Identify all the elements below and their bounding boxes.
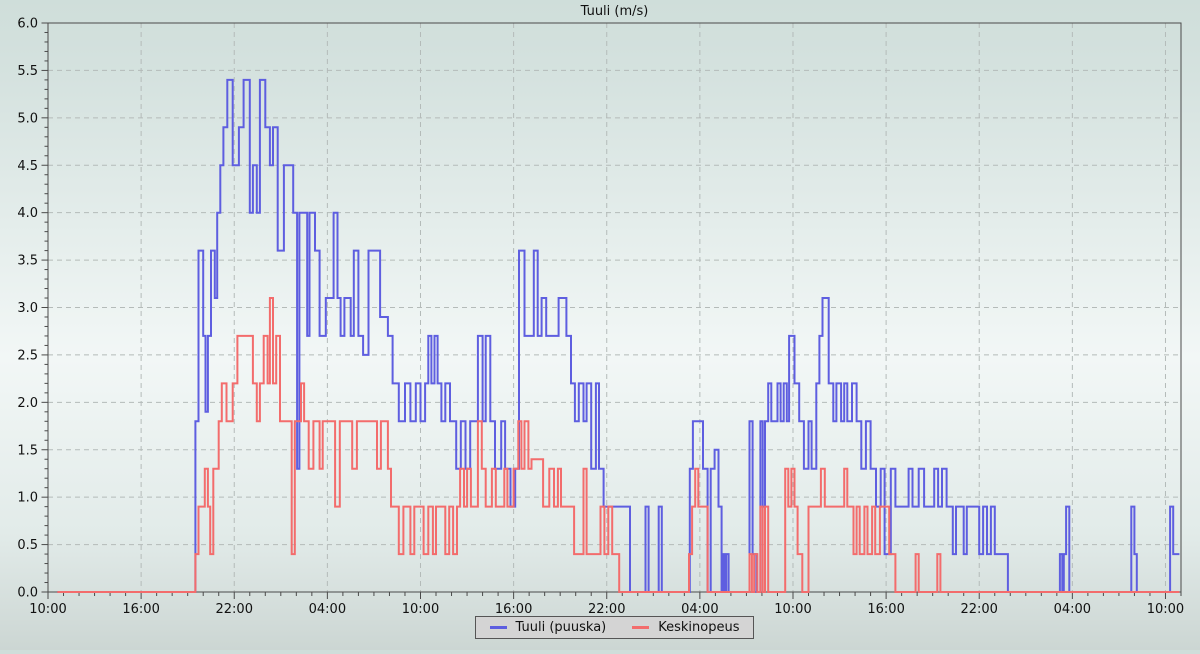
x-tick-label: 10:00 — [1147, 602, 1184, 617]
x-tick-label: 22:00 — [960, 602, 997, 617]
x-tick-label: 10:00 — [29, 602, 66, 617]
y-tick-label: 1.0 — [17, 491, 38, 506]
y-tick-label: 2.5 — [17, 348, 38, 363]
y-tick-label: 4.5 — [17, 159, 38, 174]
x-tick-label: 04:00 — [1054, 602, 1091, 617]
x-tick-label: 10:00 — [402, 602, 439, 617]
x-tick-label: 22:00 — [588, 602, 625, 617]
y-tick-label: 5.0 — [17, 111, 38, 126]
x-tick-label: 04:00 — [309, 602, 346, 617]
y-tick-label: 1.5 — [17, 443, 38, 458]
axis-labels: 0.0 0.5 1.0 1.5 2.0 2.5 3.0 3.5 4.0 4.5 5.0 5.5 6.0 1… — [17, 17, 1184, 618]
x-tick-label: 16:00 — [122, 602, 159, 617]
x-tick-label: 22:00 — [216, 602, 253, 617]
y-tick-label: 6.0 — [17, 17, 38, 32]
y-tick-label: 3.0 — [17, 301, 38, 316]
y-tick-label: 0.5 — [17, 538, 38, 553]
chart-title: Tuuli (m/s) — [580, 4, 649, 19]
y-tick-label: 5.5 — [17, 64, 38, 79]
gridlines — [48, 23, 1181, 592]
y-tick-label: 0.0 — [17, 586, 38, 601]
x-tick-label: 16:00 — [867, 602, 904, 617]
average-series-line — [57, 297, 1180, 593]
y-tick-label: 4.0 — [17, 206, 38, 221]
x-tick-label: 16:00 — [495, 602, 532, 617]
y-tick-label: 2.0 — [17, 396, 38, 411]
plot-frame — [47, 22, 1182, 593]
gust-series-line — [57, 78, 1180, 593]
x-tick-label: 04:00 — [681, 602, 718, 617]
x-tick-label: 10:00 — [774, 602, 811, 617]
y-tick-label: 3.5 — [17, 254, 38, 269]
